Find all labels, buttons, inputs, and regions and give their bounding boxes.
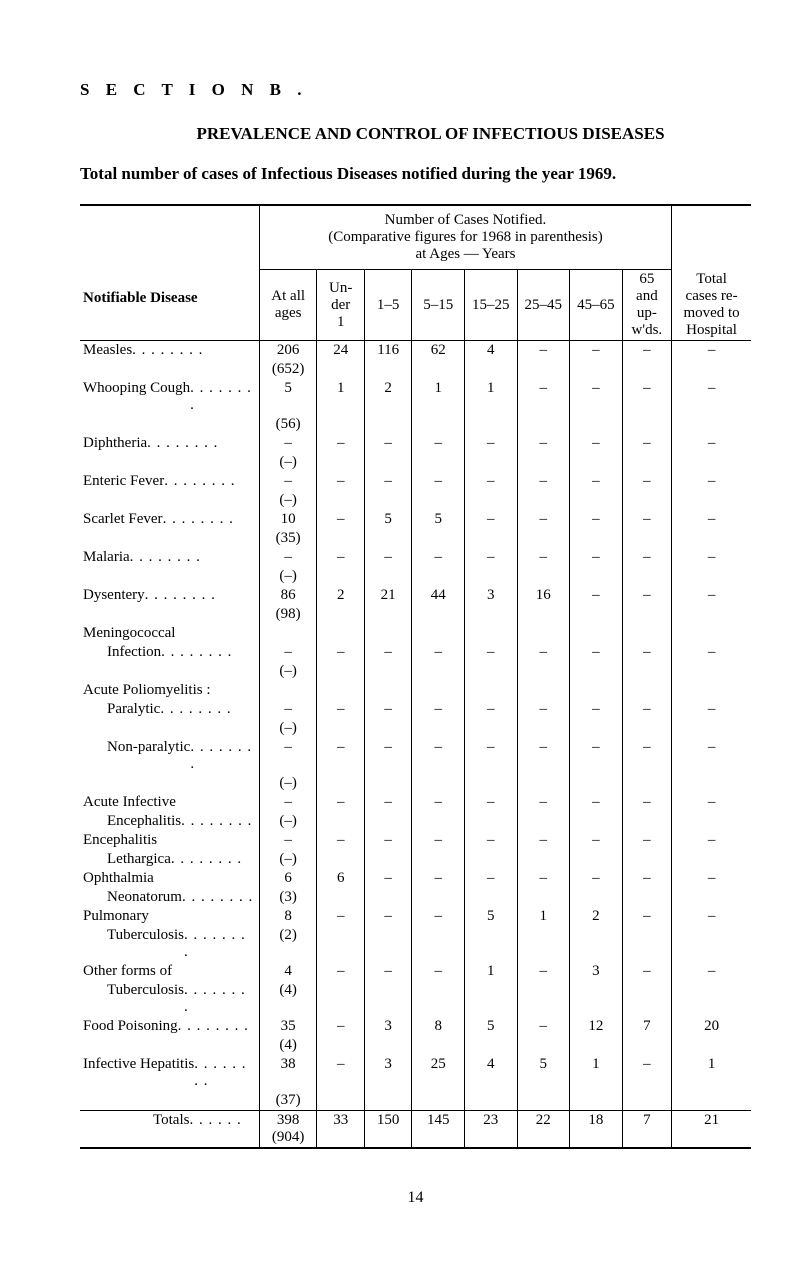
- table-row: Scarlet Fever . . . . . . . . 10–55–––––: [80, 510, 751, 529]
- col-atall: At allages: [259, 270, 317, 341]
- table-row-comp: (652): [80, 360, 751, 379]
- table-row: Malaria . . . . . . . . –––––––––: [80, 548, 751, 567]
- table-row-comp: (35): [80, 529, 751, 548]
- table-row: Lethargica . . . . . . . . (–): [80, 850, 751, 869]
- totals-atall: 398 (904): [259, 1111, 317, 1149]
- table-row-comp: (–): [80, 453, 751, 472]
- table-row: Tuberculosis . . . . . . . . (2): [80, 926, 751, 962]
- table-row: Pulmonary 8–––512––: [80, 907, 751, 926]
- section-header: S E C T I O N B .: [80, 80, 751, 100]
- table-row: Ophthalmia 66–––––––: [80, 869, 751, 888]
- table-row: Encephalitis . . . . . . . . (–): [80, 812, 751, 831]
- table-row-comp: (37): [80, 1091, 751, 1111]
- page-number: 14: [80, 1189, 751, 1207]
- col-65up: 65andup-w'ds.: [622, 270, 672, 341]
- col-25-45: 25–45: [517, 270, 570, 341]
- col-5-15: 5–15: [412, 270, 465, 341]
- table-row: Infective Hepatitis . . . . . . . . 38–3…: [80, 1055, 751, 1091]
- table-row: Tuberculosis . . . . . . . . (4): [80, 981, 751, 1017]
- table-row-comp: (–): [80, 774, 751, 793]
- col-45-65: 45–65: [570, 270, 623, 341]
- totals-label: Totals . . . . . .: [80, 1111, 259, 1149]
- table-row: Acute Poliomyelitis :: [80, 681, 751, 700]
- col-total: Total cases re- moved to Hospital: [675, 271, 748, 339]
- table-row: Paralytic . . . . . . . . –––––––––: [80, 700, 751, 719]
- table-row: Meningococcal: [80, 624, 751, 643]
- table-row-comp: (98): [80, 605, 751, 624]
- table-row: Other forms of 4–––1–3––: [80, 962, 751, 981]
- table-row: Neonatorum . . . . . . . . (3): [80, 888, 751, 907]
- disease-table: Notifiable Disease Number of Cases Notif…: [80, 204, 751, 1149]
- table-row-comp: (–): [80, 567, 751, 586]
- table-row: Diphtheria . . . . . . . . –––––––––: [80, 434, 751, 453]
- table-row: Encephalitis –––––––––: [80, 831, 751, 850]
- subtitle: Total number of cases of Infectious Dise…: [80, 164, 751, 184]
- table-row-comp: (56): [80, 415, 751, 434]
- table-row: Non-paralytic . . . . . . . . –––––––––: [80, 738, 751, 774]
- table-row: Food Poisoning . . . . . . . . 35–385–12…: [80, 1017, 751, 1036]
- table-row: Enteric Fever . . . . . . . . –––––––––: [80, 472, 751, 491]
- table-row-comp: (–): [80, 719, 751, 738]
- table-row: Dysentery . . . . . . . . 8622144316–––: [80, 586, 751, 605]
- col-under1: Un-der1: [317, 270, 364, 341]
- table-row-comp: (–): [80, 662, 751, 681]
- table-row: Infection . . . . . . . . –––––––––: [80, 643, 751, 662]
- row-header: Notifiable Disease: [83, 240, 255, 307]
- col-1-5: 1–5: [364, 270, 411, 341]
- table-row-comp: (4): [80, 1036, 751, 1055]
- table-row: Whooping Cough . . . . . . . . 51211––––: [80, 379, 751, 415]
- main-title: PREVALENCE AND CONTROL OF INFECTIOUS DIS…: [80, 124, 751, 144]
- header-group: Number of Cases Notified. (Comparative f…: [259, 205, 671, 270]
- table-row: Acute Infective –––––––––: [80, 793, 751, 812]
- col-15-25: 15–25: [464, 270, 517, 341]
- table-row-comp: (–): [80, 491, 751, 510]
- table-row: Measles . . . . . . . . 20624116624––––: [80, 341, 751, 361]
